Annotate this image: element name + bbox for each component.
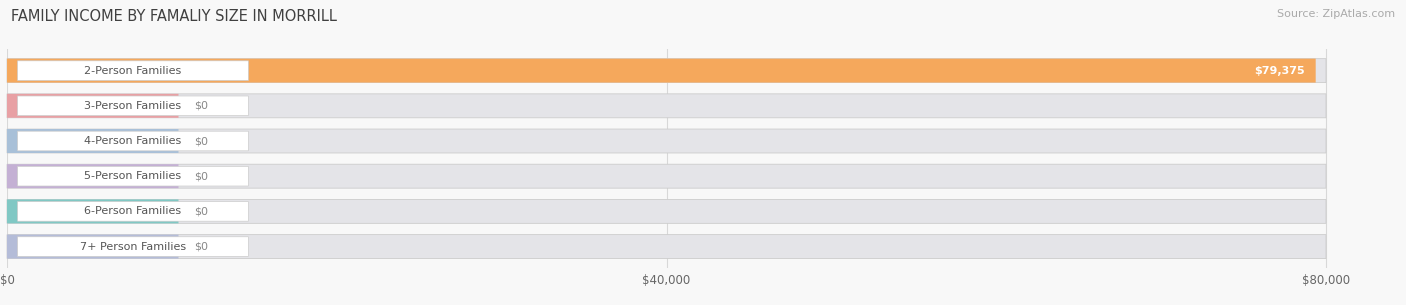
Text: $0: $0	[194, 242, 208, 252]
FancyBboxPatch shape	[7, 235, 179, 259]
Text: 5-Person Families: 5-Person Families	[84, 171, 181, 181]
FancyBboxPatch shape	[18, 237, 249, 257]
Text: 4-Person Families: 4-Person Families	[84, 136, 181, 146]
Text: $79,375: $79,375	[1254, 66, 1305, 76]
FancyBboxPatch shape	[18, 202, 249, 221]
Text: $0: $0	[194, 206, 208, 216]
FancyBboxPatch shape	[7, 129, 1326, 153]
Text: 2-Person Families: 2-Person Families	[84, 66, 181, 76]
FancyBboxPatch shape	[7, 199, 1326, 223]
Text: Source: ZipAtlas.com: Source: ZipAtlas.com	[1277, 9, 1395, 19]
FancyBboxPatch shape	[7, 199, 179, 223]
Text: 6-Person Families: 6-Person Families	[84, 206, 181, 216]
FancyBboxPatch shape	[18, 61, 249, 81]
Text: $0: $0	[194, 101, 208, 111]
FancyBboxPatch shape	[7, 164, 1326, 188]
FancyBboxPatch shape	[7, 94, 179, 118]
Text: $0: $0	[194, 171, 208, 181]
FancyBboxPatch shape	[7, 129, 179, 153]
FancyBboxPatch shape	[18, 167, 249, 186]
FancyBboxPatch shape	[7, 94, 1326, 118]
Text: $0: $0	[194, 136, 208, 146]
FancyBboxPatch shape	[18, 131, 249, 151]
FancyBboxPatch shape	[18, 96, 249, 116]
Text: 3-Person Families: 3-Person Families	[84, 101, 181, 111]
Text: FAMILY INCOME BY FAMALIY SIZE IN MORRILL: FAMILY INCOME BY FAMALIY SIZE IN MORRILL	[11, 9, 337, 24]
Text: 7+ Person Families: 7+ Person Families	[80, 242, 186, 252]
FancyBboxPatch shape	[7, 235, 1326, 259]
FancyBboxPatch shape	[7, 59, 1326, 83]
FancyBboxPatch shape	[7, 59, 1316, 83]
FancyBboxPatch shape	[7, 164, 179, 188]
